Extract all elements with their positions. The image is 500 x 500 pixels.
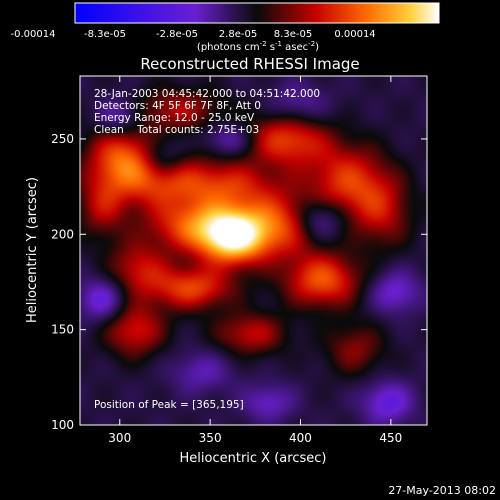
y-tick-label: 100 bbox=[51, 418, 74, 432]
x-tick-label: 300 bbox=[108, 431, 131, 445]
y-axis-label: Heliocentric Y (arcsec) bbox=[25, 177, 40, 323]
peak-position-label: Position of Peak = [365,195] bbox=[94, 399, 244, 411]
plot-frame bbox=[79, 75, 428, 426]
heatmap-image bbox=[80, 76, 427, 425]
observation-info: 28-Jan-2003 04:45:42.000 to 04:51:42.000… bbox=[94, 88, 320, 136]
info-energy-range: Energy Range: 12.0 - 25.0 keV bbox=[94, 112, 255, 124]
colorbar-tick-label: 0.00014 bbox=[334, 29, 375, 40]
axis-ticks: 300 350 400 450 100 150 200 250 bbox=[51, 76, 427, 445]
y-tick-label: 150 bbox=[51, 323, 74, 337]
colorbar-tick-label: 8.3e-05 bbox=[274, 29, 312, 40]
info-detectors: Detectors: 4F 5F 6F 7F 8F, Att 0 bbox=[94, 100, 261, 112]
plot-area: 300 350 400 450 100 150 200 250 28-Jan-2003 04:… bbox=[51, 75, 428, 445]
x-tick-label: 450 bbox=[379, 431, 402, 445]
colorbar-tick-label: 2.8e-05 bbox=[219, 29, 257, 40]
colorbar-ticks: -0.00014 -8.3e-05 -2.8e-05 2.8e-05 8.3e-05 0.… bbox=[11, 29, 376, 40]
x-axis-label: Heliocentric X (arcsec) bbox=[180, 451, 327, 466]
info-total-counts: Clean Total counts: 2.75E+03 bbox=[94, 124, 259, 136]
footer-timestamp: 27-May-2013 08:02 bbox=[388, 484, 496, 497]
colorbar: -0.00014 -8.3e-05 -2.8e-05 2.8e-05 8.3e-05 0.… bbox=[11, 2, 440, 53]
y-tick-label: 250 bbox=[51, 132, 74, 146]
colorbar-bar bbox=[74, 2, 440, 24]
x-tick-label: 400 bbox=[289, 431, 312, 445]
y-tick-label: 200 bbox=[51, 227, 74, 241]
info-time-range: 28-Jan-2003 04:45:42.000 to 04:51:42.000 bbox=[94, 88, 320, 100]
colorbar-tick-label: -2.8e-05 bbox=[156, 29, 198, 40]
chart-title: Reconstructed RHESSI Image bbox=[140, 55, 359, 73]
colorbar-tick-label: -0.00014 bbox=[11, 29, 56, 40]
x-tick-label: 350 bbox=[199, 431, 222, 445]
colorbar-tick-label: -8.3e-05 bbox=[84, 29, 126, 40]
colorbar-unit: (photons cm-2 s-1 asec-2) bbox=[197, 40, 319, 53]
